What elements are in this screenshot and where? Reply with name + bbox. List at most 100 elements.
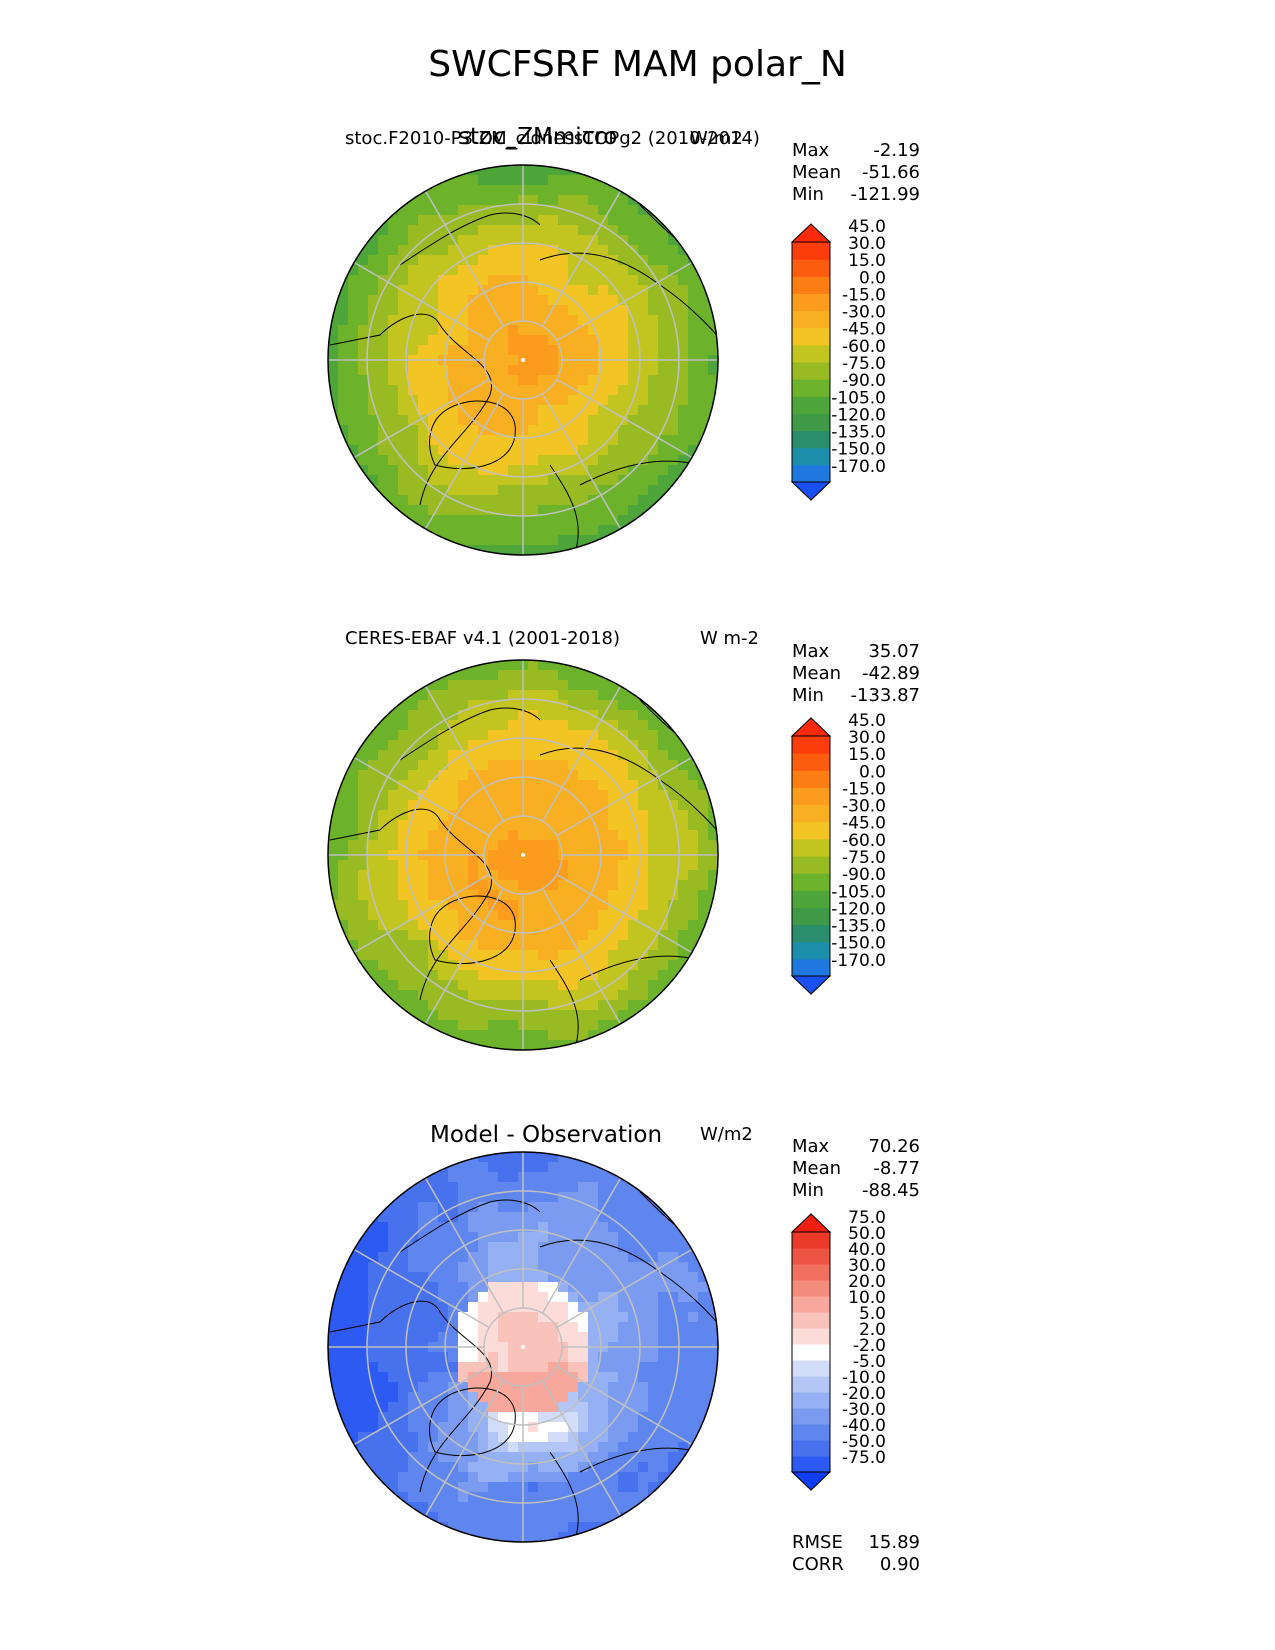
- colorbar-tick-label: 75.0: [848, 1208, 886, 1228]
- colorbar-tick-label: -30.0: [842, 797, 886, 817]
- colorbar-tick-label: -135.0: [831, 423, 886, 443]
- colorbar-box: [792, 1360, 830, 1377]
- colorbar-tick-label: 2.0: [859, 1320, 886, 1340]
- colorbar-box: [792, 1344, 830, 1361]
- colorbar-tick-label: -150.0: [831, 934, 886, 954]
- colorbar-tick-label: -60.0: [842, 831, 886, 851]
- colorbar-tick-label: -45.0: [842, 320, 886, 340]
- colorbar-box: [792, 1312, 830, 1329]
- colorbar-box: [792, 1328, 830, 1345]
- colorbar-box: [792, 907, 830, 926]
- colorbar-tick-label: -30.0: [842, 303, 886, 323]
- colorbar-tick-label: -105.0: [831, 388, 886, 408]
- colorbar-tick-label: 0.0: [859, 762, 886, 782]
- colorbar-box: [792, 362, 830, 380]
- colorbar-box: [792, 1280, 830, 1297]
- map-boundary: [327, 1151, 719, 1543]
- colorbar-box: [792, 310, 830, 329]
- colorbar-tick-label: -105.0: [831, 882, 886, 902]
- colorbar-box: [792, 379, 830, 397]
- graticule: [328, 165, 718, 555]
- colorbar-box: [792, 873, 830, 891]
- colorbar-tick-label: 45.0: [848, 711, 886, 731]
- colorbar-tick-label: -60.0: [842, 337, 886, 357]
- colorbar-tick-label: -45.0: [842, 814, 886, 834]
- graticule: [328, 1152, 718, 1542]
- colorbar-box: [792, 447, 830, 466]
- panel-model: stoc.F2010-P3.ZM_cldnessTOPg2 (2010-2014…: [0, 0, 1275, 556]
- colorbar-box: [792, 276, 830, 294]
- colorbar-tick-label: -75.0: [842, 1448, 886, 1468]
- colorbar-box: [792, 890, 830, 908]
- colorbar-tick-label: -135.0: [831, 917, 886, 937]
- colorbar-box: [792, 1440, 830, 1457]
- coastlines: [329, 204, 718, 555]
- colorbar: -170.0-150.0-135.0-120.0-105.0-90.0-75.0…: [790, 711, 886, 995]
- panel-units: W m-2: [700, 628, 760, 649]
- colorbar-tick-label: 15.0: [848, 251, 886, 271]
- colorbar-box: [792, 1392, 830, 1409]
- map-boundary: [327, 659, 719, 1051]
- colorbar-box: [792, 1376, 830, 1393]
- colorbar-box: [792, 1248, 830, 1265]
- colorbar-tick-label: -75.0: [842, 354, 886, 374]
- colorbar-box: [792, 941, 830, 960]
- colorbar-tick-label: 30.0: [848, 728, 886, 748]
- colorbar-box: [792, 327, 830, 346]
- colorbar-tick-label: -40.0: [842, 1416, 886, 1436]
- colorbar-box: [792, 838, 830, 857]
- colorbar-under-arrow: [790, 975, 832, 995]
- colorbar-box: [792, 1456, 830, 1473]
- colorbar-tick-label: 45.0: [848, 217, 886, 237]
- colorbar-tick-label: -15.0: [842, 779, 886, 799]
- colorbar-tick-label: -150.0: [831, 440, 886, 460]
- colorbar-box: [792, 1408, 830, 1425]
- colorbar-tick-label: 40.0: [848, 1240, 886, 1260]
- polar-map: [327, 1151, 719, 1543]
- panel-observation: CERES-EBAF v4.1 (2001-2018) W m-2 Max 35.…: [0, 0, 1275, 1051]
- panel-units: W/m2: [700, 1124, 753, 1145]
- panel-units: W/m2: [690, 128, 743, 149]
- colorbar-tick-label: -50.0: [842, 1432, 886, 1452]
- colorbar-tick-label: -10.0: [842, 1368, 886, 1388]
- colorbar-tick-label: -170.0: [831, 951, 886, 971]
- colorbar-tick-label: -15.0: [842, 285, 886, 305]
- colorbar-box: [792, 430, 830, 449]
- colorbar-box: [792, 1424, 830, 1441]
- panel-left-title: stoc.F2010-P3.ZM_cldnessTOPg2 (2010-2014…: [345, 128, 760, 149]
- colorbar-tick-label: -90.0: [842, 371, 886, 391]
- colorbar-box: [792, 1296, 830, 1313]
- colorbar-box: [792, 464, 830, 483]
- colorbar-box: [792, 821, 830, 840]
- colorbar-box: [792, 770, 830, 788]
- colorbar-box: [792, 1232, 830, 1249]
- polar-map: [327, 659, 719, 1051]
- colorbar-tick-label: 30.0: [848, 1256, 886, 1276]
- colorbar-tick-label: 50.0: [848, 1224, 886, 1244]
- colorbar-under-arrow: [790, 1471, 832, 1491]
- colorbar-tick-label: 10.0: [848, 1288, 886, 1308]
- colorbar-over-arrow: [790, 1213, 832, 1233]
- panel-center-title: Model - Observation: [430, 1122, 663, 1148]
- figure-title: SWCFSRF MAM polar_N: [428, 44, 847, 85]
- colorbar-tick-label: 15.0: [848, 745, 886, 765]
- colorbar-tick-label: -20.0: [842, 1384, 886, 1404]
- panel-center-title: stoc_ZMmicro: [458, 124, 618, 150]
- colorbar-tick-label: -120.0: [831, 405, 886, 425]
- polar-map: [327, 164, 719, 556]
- colorbar-box: [792, 753, 830, 771]
- colorbar-tick-label: -90.0: [842, 865, 886, 885]
- colorbar-tick-label: 20.0: [848, 1272, 886, 1292]
- colorbar-box: [792, 856, 830, 874]
- colorbar-box: [792, 924, 830, 943]
- graticule: [328, 660, 718, 1050]
- map-boundary: [327, 164, 719, 556]
- colorbar-box: [792, 293, 830, 312]
- colorbar-tick-label: -5.0: [853, 1352, 886, 1372]
- colorbar-box: [792, 396, 830, 414]
- colorbar: -75.0-50.0-40.0-30.0-20.0-10.0-5.0-2.02.…: [790, 1208, 886, 1491]
- colorbar-tick-label: 30.0: [848, 234, 886, 254]
- colorbar-tick-label: -75.0: [842, 848, 886, 868]
- colorbar-box: [792, 787, 830, 806]
- colorbar-over-arrow: [790, 717, 832, 737]
